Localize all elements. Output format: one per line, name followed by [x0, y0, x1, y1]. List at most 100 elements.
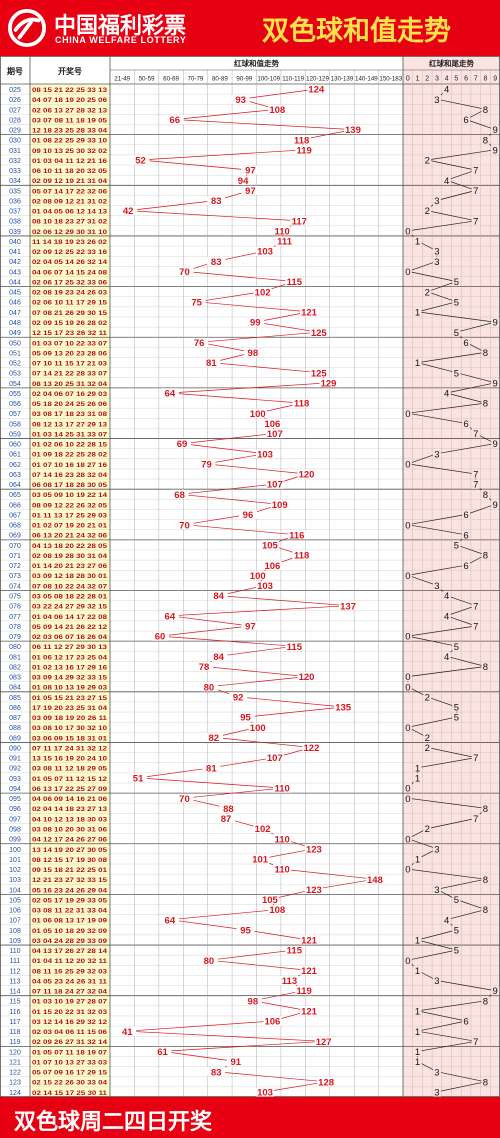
sum-range-label: 90-99	[236, 76, 252, 83]
sum-point-label: 84	[213, 652, 224, 663]
sum-point-label: 125	[311, 368, 328, 379]
sum-point-bg	[216, 813, 235, 824]
tail-point-label: 6	[463, 1017, 468, 1028]
tail-point-bg	[491, 986, 500, 996]
sum-point-bg	[253, 287, 272, 297]
issue-number: 043	[9, 269, 21, 276]
tail-point-label: 0	[405, 267, 410, 278]
tail-point-label: 8	[483, 905, 488, 916]
sum-range-label: 150-183	[379, 76, 402, 83]
draw-numbers: 03 04 24 28 29 33 09	[32, 938, 107, 945]
sum-point-bg	[302, 742, 321, 753]
draw-column-header: 开奖号	[58, 66, 82, 76]
sum-point-bg	[292, 550, 311, 560]
tail-point-bg	[462, 560, 471, 570]
tail-point-bg	[423, 823, 432, 834]
sum-point-label: 99	[250, 318, 261, 329]
issue-number: 072	[9, 563, 21, 570]
sum-point-label: 121	[301, 966, 318, 977]
issue-number: 091	[9, 756, 21, 763]
sum-point-bg	[256, 449, 275, 459]
issue-number: 117	[9, 1019, 20, 1026]
tail-point-label: 3	[434, 257, 439, 268]
issue-number: 093	[9, 776, 21, 783]
issue-number: 034	[9, 178, 21, 185]
issue-number: 031	[9, 148, 21, 155]
tail-point-bg	[413, 1006, 422, 1016]
issue-number: 110	[9, 948, 20, 955]
sum-point-bg	[241, 621, 260, 631]
tail-digit-label: 8	[483, 76, 487, 83]
issue-number: 081	[9, 654, 21, 661]
tail-point-bg	[413, 1046, 422, 1057]
sum-point-label: 113	[282, 976, 297, 987]
draw-numbers: 01 05 07 11 12 15 12	[32, 776, 107, 783]
sum-range-label: 60-69	[163, 76, 179, 83]
draw-numbers: 01 11 13 17 25 29 03	[32, 512, 107, 519]
sum-point-label: 76	[194, 338, 205, 349]
sum-point-label: 97	[245, 622, 256, 633]
issue-number: 088	[9, 725, 21, 732]
tail-point-bg	[452, 276, 461, 287]
tail-point-label: 3	[434, 95, 439, 106]
issue-number: 074	[9, 583, 21, 590]
tail-point-bg	[481, 347, 490, 358]
tail-point-label: 1	[415, 966, 420, 977]
draw-numbers: 03 08 10 17 30 32 10	[32, 725, 107, 732]
tail-point-label: 5	[454, 368, 459, 379]
welfare-lottery-logo-icon	[8, 9, 46, 47]
issue-number: 046	[9, 300, 21, 307]
sum-point-label: 120	[299, 672, 315, 683]
sum-point-label: 61	[157, 1047, 168, 1058]
tail-point-bg	[491, 317, 500, 327]
sum-point-label: 41	[122, 1027, 133, 1038]
tail-point-label: 0	[405, 834, 410, 845]
tail-point-label: 7	[473, 429, 478, 440]
draw-numbers: 01 05 10 18 29 32 09	[32, 928, 107, 935]
tail-point-label: 5	[454, 895, 459, 906]
draw-numbers: 06 11 12 27 29 30 13	[32, 644, 107, 651]
tail-point-label: 0	[405, 520, 410, 531]
tail-point-label: 3	[434, 1067, 439, 1078]
sum-point-bg	[199, 682, 218, 692]
draw-numbers: 03 05 08 18 22 28 01	[32, 594, 107, 601]
sum-point-bg	[151, 631, 170, 641]
tail-point-label: 3	[434, 196, 439, 207]
sum-point-label: 75	[191, 297, 202, 308]
tail-point-bg	[452, 712, 461, 722]
tail-point-label: 8	[483, 490, 488, 501]
tail-point-bg	[423, 206, 432, 216]
issue-number: 103	[9, 877, 21, 884]
sum-point-bg	[173, 439, 192, 449]
tail-point-label: 1	[415, 774, 420, 785]
tail-digit-label: 2	[425, 76, 429, 83]
tail-point-label: 8	[483, 348, 488, 359]
tail-point-bg	[471, 813, 480, 824]
draw-numbers: 01 07 10 16 18 27 16	[32, 462, 107, 469]
tail-point-bg	[432, 1067, 441, 1077]
sum-point-bg	[285, 276, 304, 287]
tail-point-bg	[403, 955, 412, 965]
tail-digit-label: 0	[406, 76, 410, 83]
sum-point-label: 68	[174, 490, 185, 501]
issue-number: 075	[9, 594, 21, 601]
draw-numbers: 02 09 12 19 21 31 04	[32, 178, 107, 185]
tail-point-label: 1	[415, 763, 420, 774]
tail-point-label: 1	[415, 1006, 420, 1017]
tail-point-bg	[432, 580, 441, 591]
tail-point-label: 3	[434, 844, 439, 855]
sum-point-bg	[265, 428, 284, 439]
sum-point-bg	[263, 1016, 282, 1026]
sum-point-bg	[243, 996, 262, 1006]
sum-point-label: 70	[179, 267, 190, 278]
tail-point-bg	[462, 114, 471, 125]
issue-number: 068	[9, 523, 21, 530]
draw-numbers: 01 04 11 12 20 32 11	[32, 958, 107, 965]
draw-numbers: 07 10 11 15 17 21 03	[32, 361, 107, 368]
tail-point-bg	[481, 398, 490, 408]
tail-point-label: 7	[473, 753, 478, 764]
sum-point-label: 107	[267, 753, 283, 764]
tail-point-label: 9	[493, 378, 498, 389]
draw-numbers: 06 10 11 18 20 32 05	[32, 168, 107, 175]
